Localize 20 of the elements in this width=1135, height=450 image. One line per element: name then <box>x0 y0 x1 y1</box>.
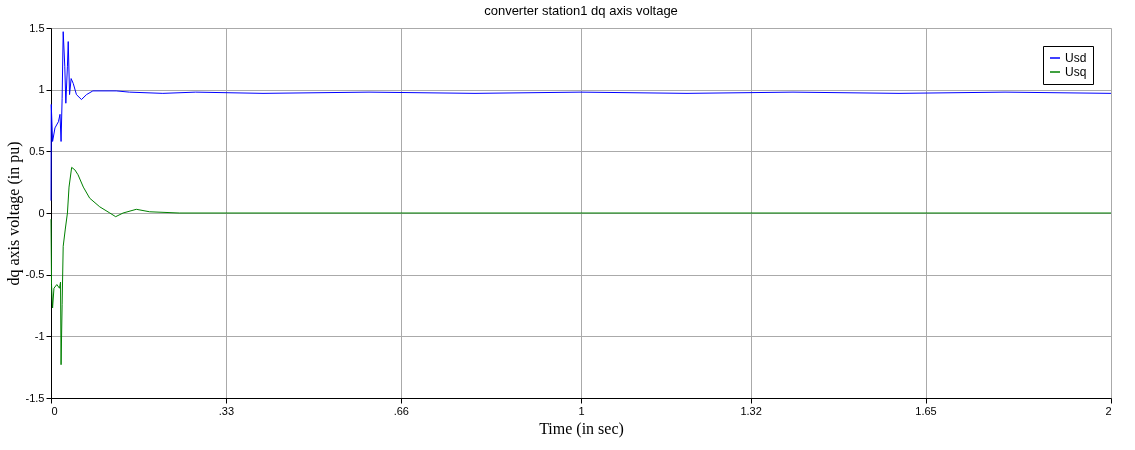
y-tick-label: 1.5 <box>29 21 45 34</box>
x-tick-label: 1.32 <box>740 404 762 417</box>
x-axis-title: Time (in sec) <box>539 419 624 438</box>
y-tick-label: -1 <box>34 329 45 342</box>
y-tick-label: -1.5 <box>25 391 45 404</box>
legend-label: Usd <box>1065 51 1087 65</box>
x-tick-label: 0 <box>51 404 58 417</box>
y-axis-title: dq axis voltage (in pu) <box>4 141 23 286</box>
x-tick-label: .66 <box>393 404 409 417</box>
x-tick-label: 2 <box>1105 404 1112 417</box>
y-tick-label: 0 <box>38 206 45 219</box>
x-tick-label: .33 <box>218 404 235 417</box>
legend-label: Usq <box>1065 65 1087 79</box>
x-tick-label: 1 <box>578 404 585 417</box>
y-tick-label: 1 <box>38 83 45 96</box>
chart-title: converter station1 dq axis voltage <box>484 3 678 18</box>
y-tick-label: -0.5 <box>25 268 45 281</box>
x-tick-label: 1.65 <box>915 404 937 417</box>
line-series <box>50 166 1112 366</box>
y-tick-label: 0.5 <box>29 144 45 157</box>
